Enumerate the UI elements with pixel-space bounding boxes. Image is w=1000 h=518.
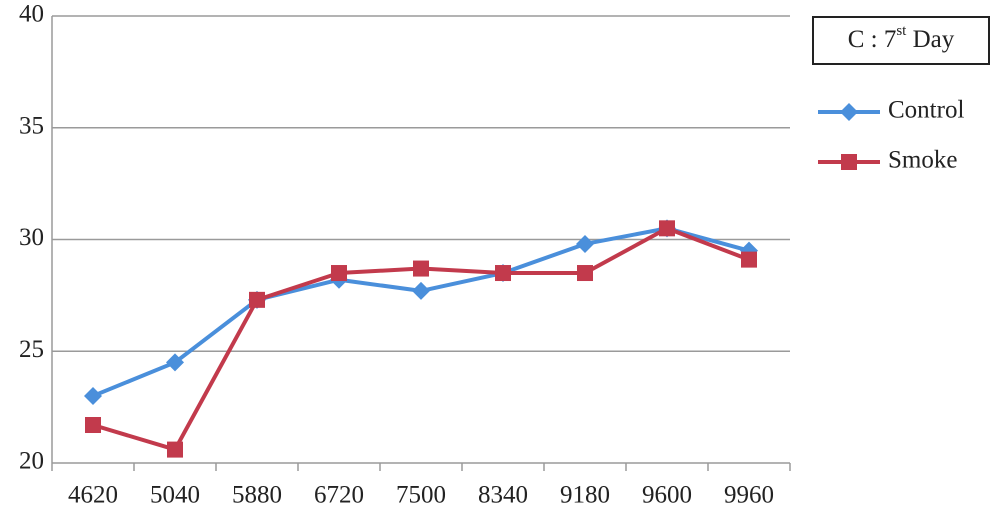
x-tick-label: 8340 <box>478 482 528 509</box>
series-line <box>92 226 750 398</box>
x-tick-label: 7500 <box>396 482 446 509</box>
data-point <box>249 291 265 308</box>
data-point <box>577 265 593 282</box>
x-tick-label: 6720 <box>314 482 364 509</box>
x-tick-label: 5040 <box>150 482 200 509</box>
data-point <box>741 251 757 268</box>
legend-label: Smoke <box>888 147 957 174</box>
x-tick-label: 9600 <box>642 482 692 509</box>
annotation-superscript: st <box>896 23 907 39</box>
x-tick-label: 5880 <box>232 482 282 509</box>
data-point <box>331 265 347 282</box>
data-point <box>659 220 675 237</box>
legend-marker <box>840 103 858 121</box>
y-tick-label: 35 <box>19 112 44 139</box>
data-point <box>413 260 429 277</box>
data-point <box>576 234 594 253</box>
data-point <box>167 441 183 458</box>
annotation: C : 7st Day <box>848 23 955 52</box>
annotation-box <box>812 16 990 65</box>
x-tick-label: 9180 <box>560 482 610 509</box>
y-tick-label: 40 <box>19 1 44 28</box>
y-tick-label: 20 <box>19 448 44 475</box>
x-tick-label: 4620 <box>68 482 118 509</box>
x-tick-label: 9960 <box>724 482 774 509</box>
data-point <box>84 386 102 405</box>
y-tick-label: 30 <box>19 224 44 251</box>
data-point <box>412 281 430 300</box>
data-point <box>495 265 511 282</box>
y-tick-label: 25 <box>19 336 44 363</box>
data-point <box>85 417 101 434</box>
legend-label: Control <box>888 97 964 124</box>
data-point <box>166 353 184 372</box>
annotation-part: Day <box>906 26 954 53</box>
annotation-part: C : 7 <box>848 26 897 53</box>
legend-marker <box>841 154 857 170</box>
